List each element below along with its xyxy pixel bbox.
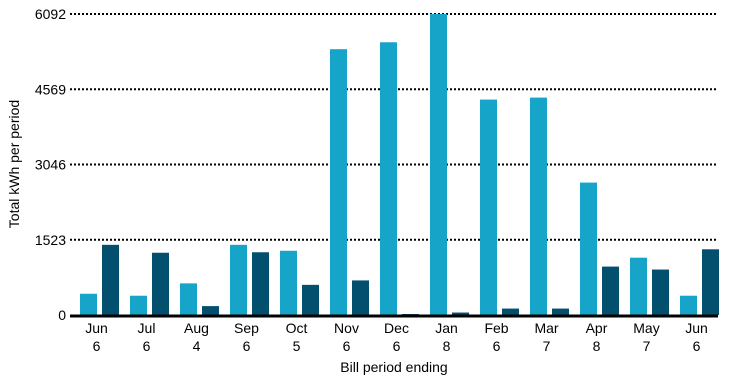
x-tick-label-day: 6 bbox=[243, 338, 251, 354]
x-tick-label-month: Feb bbox=[484, 320, 508, 336]
bar bbox=[302, 284, 319, 315]
x-tick-label-month: Jul bbox=[138, 320, 156, 336]
x-tick-label-day: 6 bbox=[143, 338, 151, 354]
x-tick-label-day: 6 bbox=[343, 338, 351, 354]
x-tick-label-month: Aug bbox=[184, 320, 209, 336]
bar bbox=[552, 308, 569, 315]
bar bbox=[102, 244, 119, 315]
x-tick-label-day: 5 bbox=[293, 338, 301, 354]
x-tick-label-month: Apr bbox=[586, 320, 608, 336]
bar bbox=[130, 295, 147, 315]
bar bbox=[430, 14, 447, 315]
x-tick-label-month: Mar bbox=[534, 320, 558, 336]
bar bbox=[80, 293, 97, 315]
bar bbox=[230, 244, 247, 315]
x-tick-label-day: 6 bbox=[693, 338, 701, 354]
x-tick-label-day: 6 bbox=[93, 338, 101, 354]
bar bbox=[380, 42, 397, 315]
x-tick-label-day: 4 bbox=[193, 338, 201, 354]
x-tick-label-month: Dec bbox=[384, 320, 409, 336]
bars bbox=[80, 14, 719, 315]
bar bbox=[602, 266, 619, 315]
x-tick-label-month: Jan bbox=[435, 320, 458, 336]
x-tick-label-day: 8 bbox=[593, 338, 601, 354]
bar bbox=[530, 97, 547, 315]
y-tick-label: 3046 bbox=[35, 157, 66, 173]
y-tick-label: 0 bbox=[58, 307, 66, 323]
bar bbox=[630, 257, 647, 315]
y-tick-labels: 0 1523 3046 4569 6092 bbox=[35, 6, 66, 323]
bar bbox=[202, 306, 219, 315]
x-tick-label-day: 6 bbox=[493, 338, 501, 354]
bar bbox=[480, 99, 497, 315]
x-tick-label-month: Jun bbox=[685, 320, 708, 336]
bar bbox=[252, 252, 269, 315]
x-tick-label-month: Jun bbox=[85, 320, 108, 336]
x-tick-label-day: 6 bbox=[393, 338, 401, 354]
x-tick-label-day: 8 bbox=[443, 338, 451, 354]
bar bbox=[580, 182, 597, 315]
x-tick-label-day: 7 bbox=[543, 338, 551, 354]
bar bbox=[680, 295, 697, 315]
y-axis-title: Total kWh per period bbox=[6, 100, 22, 228]
bar bbox=[152, 252, 169, 315]
x-tick-label-month: Sep bbox=[234, 320, 259, 336]
bar bbox=[280, 250, 297, 315]
x-tick-label-month: Oct bbox=[286, 320, 308, 336]
x-tick-label-day: 7 bbox=[643, 338, 651, 354]
y-tick-label: 4569 bbox=[35, 81, 66, 97]
y-tick-label: 1523 bbox=[35, 232, 66, 248]
y-tick-label: 6092 bbox=[35, 6, 66, 22]
bar bbox=[702, 249, 719, 315]
bar bbox=[330, 49, 347, 315]
x-axis-title: Bill period ending bbox=[340, 359, 447, 375]
bar bbox=[452, 312, 469, 315]
bar bbox=[652, 269, 669, 315]
bar bbox=[352, 280, 369, 315]
x-tick-label-month: May bbox=[633, 320, 659, 336]
bar bbox=[180, 283, 197, 315]
x-tick-labels: Jun 6 Jul 6 Aug 4 Sep 6 Oct 5 Nov 6 Dec 6 Jan 8 Feb 6 Mar 7… bbox=[85, 320, 708, 354]
x-tick-label-month: Nov bbox=[334, 320, 359, 336]
bar bbox=[502, 308, 519, 315]
